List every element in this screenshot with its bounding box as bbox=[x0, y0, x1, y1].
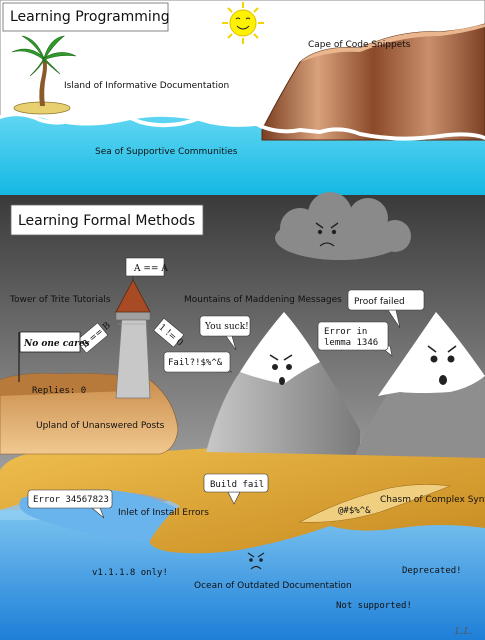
svg-text:Fail?!$%^&: Fail?!$%^& bbox=[168, 358, 223, 368]
svg-text:lemma 1346: lemma 1346 bbox=[324, 338, 378, 348]
signature: L.L. bbox=[454, 627, 473, 637]
ocean-label: Ocean of Outdated Documentation bbox=[194, 581, 352, 591]
tower-icon bbox=[115, 268, 151, 399]
svg-text:No one cares: No one cares bbox=[23, 339, 90, 349]
bubble-fail: Fail?!$%^& bbox=[163, 351, 233, 373]
bubble-build-fail: Build fail bbox=[203, 473, 269, 505]
deprecated-text: Deprecated! bbox=[402, 566, 462, 576]
svg-text:Error 34567823: Error 34567823 bbox=[33, 495, 109, 505]
tower-label: Tower of Trite Tutorials bbox=[9, 295, 111, 305]
island-label: Island of Informative Documentation bbox=[64, 81, 229, 91]
bottom-title: Learning Formal Methods bbox=[18, 213, 195, 229]
bubble-error-number: Error 34567823 bbox=[27, 489, 113, 519]
svg-text:Error in: Error in bbox=[324, 327, 367, 337]
angry-face-icon bbox=[269, 354, 293, 385]
chasm-label: Chasm of Complex Syntax bbox=[380, 495, 485, 505]
angry-face-icon bbox=[427, 345, 457, 385]
replies-label: Replies: 0 bbox=[32, 386, 86, 396]
bubble-proof-failed: Proof failed bbox=[347, 289, 425, 329]
frown-face-icon bbox=[247, 552, 265, 570]
bottom-panel: A == A B == B 1 != 0 No one cares Learni… bbox=[0, 192, 485, 640]
cape-label: Cape of Code Snippets bbox=[308, 40, 411, 50]
tower-flag-text: A == A bbox=[133, 264, 168, 274]
top-panel: Learning Programming Island of Informati… bbox=[0, 0, 485, 196]
bubble-you-suck: You suck! bbox=[199, 315, 251, 351]
sand-mainland bbox=[0, 438, 485, 554]
mountains-label: Mountains of Maddening Messages bbox=[184, 295, 342, 305]
svg-text:You suck!: You suck! bbox=[204, 322, 249, 332]
bottom-title-box bbox=[10, 204, 204, 236]
storm-cloud-icon bbox=[275, 192, 411, 260]
svg-text:Proof failed: Proof failed bbox=[354, 297, 405, 307]
chasm bbox=[298, 484, 452, 523]
flag-no-one-cares: No one cares bbox=[18, 331, 90, 382]
chasm-swear: @#$%^& bbox=[338, 506, 371, 516]
upland-label: Upland of Unanswered Posts bbox=[36, 421, 165, 431]
bubble-error-lemma: Error in lemma 1346 bbox=[317, 321, 393, 357]
top-title-box bbox=[2, 2, 169, 32]
inlet-label: Inlet of Install Errors bbox=[118, 508, 209, 518]
palm-tree-icon bbox=[39, 58, 47, 106]
svg-text:Build fail: Build fail bbox=[210, 480, 264, 490]
palm-leaves bbox=[11, 35, 77, 77]
version-text: v1.1.1.8 only! bbox=[92, 568, 168, 578]
sun-icon bbox=[222, 2, 264, 44]
sea-label: Sea of Supportive Communities bbox=[95, 147, 238, 157]
not-supported-text: Not supported! bbox=[336, 601, 412, 611]
top-title: Learning Programming bbox=[10, 9, 170, 25]
